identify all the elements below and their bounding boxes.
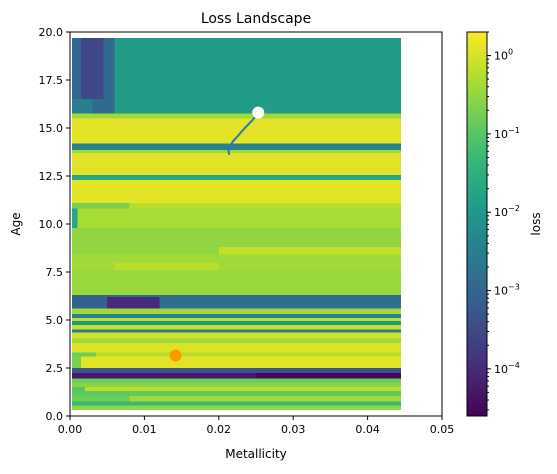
y-tick-label: 2.5 <box>46 362 64 375</box>
heatmap-band <box>72 338 402 344</box>
colorbar-tick-label: 10−3 <box>494 283 520 298</box>
heatmap-patch <box>218 247 402 255</box>
colorbar-tick-label: 10−1 <box>494 126 520 141</box>
heatmap-band <box>72 37 402 114</box>
colorbar-tick-label: 10−2 <box>494 204 520 219</box>
heatmap-band <box>72 308 402 315</box>
heatmap-band <box>72 329 402 333</box>
x-tick-label: 0.00 <box>58 423 83 436</box>
heatmap-band <box>72 318 402 321</box>
heatmap-patch <box>72 387 85 392</box>
y-tick-label: 12.5 <box>39 170 64 183</box>
heatmap-band <box>72 356 402 368</box>
x-tick-label: 0.04 <box>355 423 380 436</box>
heatmap-band <box>72 405 402 411</box>
heatmap-patch <box>114 262 219 271</box>
heatmap-band <box>72 175 402 180</box>
heatmap-band <box>72 343 402 353</box>
x-tick-label: 0.02 <box>207 423 232 436</box>
marker-point <box>169 349 182 362</box>
y-axis: 0.0 2.5 5.0 7.5 10.0 12.5 15.0 17.5 20.0 <box>39 26 70 423</box>
y-axis-label: Age <box>9 212 23 235</box>
heatmap-band <box>72 382 402 388</box>
y-tick-label: 0.0 <box>46 410 64 423</box>
heatmap-band <box>72 113 402 119</box>
heatmap-band <box>72 320 402 325</box>
x-tick-label: 0.05 <box>430 423 455 436</box>
heatmap-band <box>72 324 402 330</box>
heatmap-band <box>72 332 402 339</box>
heatmap-patch <box>72 208 78 228</box>
heatmap-patch <box>81 37 104 100</box>
heatmap-band <box>72 395 402 402</box>
colorbar-ticks: 10−4 10−3 10−2 10−1 100 <box>487 31 520 411</box>
heatmap-band <box>72 152 402 176</box>
x-tick-label: 0.01 <box>132 423 157 436</box>
x-axis-label: Metallicity <box>225 447 287 461</box>
colorbar-label: loss <box>529 212 543 235</box>
colorbar-tick-label: 100 <box>494 48 513 63</box>
chart-title: Loss Landscape <box>201 11 311 27</box>
heatmap-band <box>72 378 402 383</box>
x-axis: 0.00 0.01 0.02 0.03 0.04 0.05 <box>58 416 455 436</box>
heatmap-patch <box>72 295 115 309</box>
heatmap-band <box>72 401 402 406</box>
heatmap-band <box>72 391 402 396</box>
y-tick-label: 17.5 <box>39 74 64 87</box>
heatmap-band <box>72 208 402 228</box>
heatmap-patch <box>256 372 402 379</box>
heatmap-patch <box>107 296 160 309</box>
y-tick-label: 5.0 <box>46 314 64 327</box>
heatmap-band <box>72 270 402 296</box>
heatmap-band <box>72 314 402 319</box>
heatmap <box>72 37 402 411</box>
optimization-trajectory <box>227 111 259 156</box>
y-tick-label: 20.0 <box>39 26 64 39</box>
heatmap-patch <box>129 202 402 209</box>
heatmap-band <box>72 368 402 373</box>
heatmap-band <box>72 372 402 379</box>
colorbar-tick-label: 10−4 <box>494 361 520 376</box>
heatmap-band <box>72 179 402 203</box>
heatmap-band <box>72 150 402 153</box>
y-tick-label: 15.0 <box>39 122 64 135</box>
heatmap-patch <box>72 395 130 402</box>
heatmap-band <box>72 387 402 392</box>
y-tick-label: 7.5 <box>46 266 64 279</box>
trajectory-overlay <box>169 106 265 362</box>
heatmap-patch <box>72 352 97 357</box>
y-tick-label: 10.0 <box>39 218 64 231</box>
colorbar <box>466 31 488 417</box>
heatmap-band <box>72 143 402 151</box>
heatmap-patch <box>72 356 82 368</box>
heatmap-patch <box>72 99 93 114</box>
heatmap-band <box>72 352 402 357</box>
marker-point <box>252 106 265 119</box>
x-tick-label: 0.03 <box>281 423 306 436</box>
heatmap-band <box>72 118 402 144</box>
